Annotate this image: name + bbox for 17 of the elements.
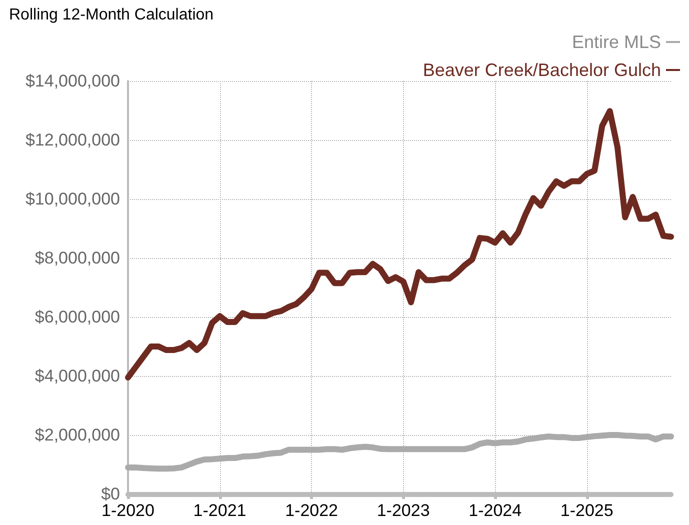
x-tick-label: 1-2024: [468, 501, 522, 520]
y-tick-label: $8,000,000: [34, 248, 120, 268]
y-tick-label: $6,000,000: [34, 308, 120, 326]
y-tick-label: $4,000,000: [34, 366, 120, 386]
y-tick-label: $12,000,000: [25, 130, 120, 150]
x-tick-label: 1-2020: [102, 501, 154, 520]
x-tick-label: 1-2022: [285, 501, 338, 520]
x-tick-label: 1-2025: [560, 501, 614, 520]
legend-label: Entire MLS: [572, 32, 661, 52]
legend-label: Beaver Creek/Bachelor Gulch: [422, 60, 661, 80]
x-tick-label: 1-2021: [193, 501, 246, 520]
chart-title: Rolling 12-Month Calculation: [9, 6, 214, 24]
y-tick-label: $10,000,000: [25, 190, 120, 208]
y-tick-label: $0: [101, 484, 120, 504]
y-tick-label: $2,000,000: [34, 426, 120, 444]
y-tick-label: $14,000,000: [25, 72, 120, 90]
x-tick-label: 1-2023: [376, 501, 430, 520]
